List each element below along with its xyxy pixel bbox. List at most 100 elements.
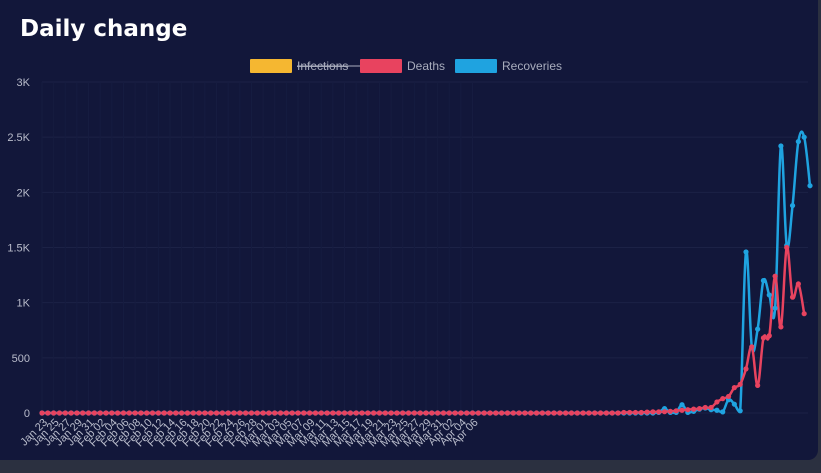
deaths-point [248, 410, 255, 416]
deaths-point [644, 409, 650, 415]
deaths-point [231, 410, 237, 416]
recoveries-point [679, 402, 685, 408]
deaths-point [155, 410, 161, 416]
deaths-point [103, 410, 109, 416]
recoveries-point [766, 292, 772, 298]
deaths-point [435, 410, 441, 416]
recoveries-point [743, 249, 749, 255]
deaths-point [458, 410, 464, 416]
deaths-point [243, 410, 249, 416]
deaths-point [202, 410, 208, 416]
deaths-point [743, 366, 749, 372]
y-tick-label: 3K [17, 77, 31, 89]
deaths-point [254, 410, 260, 416]
deaths-point [423, 410, 429, 416]
deaths-point [487, 410, 493, 416]
deaths-point [365, 410, 371, 416]
legend-swatch-recoveries [455, 59, 497, 73]
deaths-point [219, 410, 225, 416]
deaths-point [795, 281, 801, 287]
y-tick-label: 2K [17, 187, 31, 199]
y-tick-label: 1K [17, 298, 31, 310]
deaths-point [318, 410, 324, 416]
deaths-point [452, 410, 458, 416]
deaths-point [609, 410, 615, 416]
deaths-point [394, 410, 400, 416]
deaths-point [138, 410, 144, 416]
deaths-point [638, 409, 644, 416]
deaths-point [429, 410, 435, 416]
deaths-point [97, 410, 103, 416]
deaths-point [371, 410, 377, 416]
deaths-point [551, 410, 557, 416]
deaths-point [737, 381, 743, 387]
recoveries-point [714, 407, 720, 413]
deaths-point [161, 410, 167, 416]
deaths-point [586, 410, 592, 416]
deaths-point [708, 404, 714, 411]
deaths-point [696, 405, 703, 412]
deaths-point [510, 410, 516, 416]
deaths-point [446, 410, 452, 416]
recoveries-point [737, 408, 743, 414]
recoveries-point [778, 143, 784, 149]
deaths-point [650, 409, 656, 415]
deaths-point [51, 410, 57, 416]
y-tick-label: 0 [24, 408, 30, 420]
deaths-point [656, 409, 662, 415]
recoveries-point [772, 305, 778, 311]
deaths-point [341, 410, 348, 416]
y-tick-label: 500 [12, 353, 30, 365]
deaths-point [592, 410, 598, 416]
deaths-point [359, 410, 365, 416]
deaths-point [307, 410, 313, 416]
deaths-point [499, 410, 505, 416]
deaths-point [109, 410, 115, 416]
deaths-point [149, 410, 156, 416]
recoveries-point [755, 326, 761, 332]
recoveries-point [801, 134, 807, 140]
deaths-point [405, 410, 412, 416]
deaths-point [627, 409, 633, 416]
deaths-point [766, 333, 772, 339]
deaths-point [475, 410, 481, 416]
deaths-point [184, 410, 191, 416]
deaths-point [400, 410, 406, 416]
deaths-point [208, 410, 214, 416]
deaths-point [539, 410, 545, 416]
deaths-point [749, 344, 755, 350]
deaths-point [330, 410, 336, 416]
legend: Infections Deaths Recoveries [250, 59, 562, 73]
deaths-point [260, 410, 266, 416]
deaths-point [632, 409, 639, 416]
recoveries-point [720, 409, 726, 415]
deaths-point [74, 410, 80, 416]
deaths-point [760, 335, 767, 341]
deaths-point [528, 410, 534, 416]
deaths-point [545, 410, 551, 416]
deaths-point [91, 410, 97, 416]
deaths-point [702, 404, 708, 411]
deaths-point [301, 410, 307, 416]
deaths-point [353, 410, 359, 416]
deaths-point [382, 410, 388, 416]
deaths-point [504, 410, 511, 416]
deaths-point [62, 410, 68, 416]
deaths-point [167, 410, 173, 416]
deaths-point [68, 410, 74, 416]
deaths-point [336, 410, 342, 416]
deaths-point [580, 410, 586, 416]
recoveries-point [789, 202, 796, 209]
legend-swatch-infections [250, 59, 292, 73]
deaths-point [283, 410, 289, 416]
deaths-point [493, 410, 499, 416]
deaths-point [568, 410, 575, 416]
deaths-point [173, 410, 179, 416]
deaths-point [80, 410, 86, 416]
deaths-point [237, 410, 243, 416]
deaths-point [120, 410, 127, 416]
deaths-point [801, 311, 807, 317]
legend-label-recoveries: Recoveries [502, 59, 562, 73]
